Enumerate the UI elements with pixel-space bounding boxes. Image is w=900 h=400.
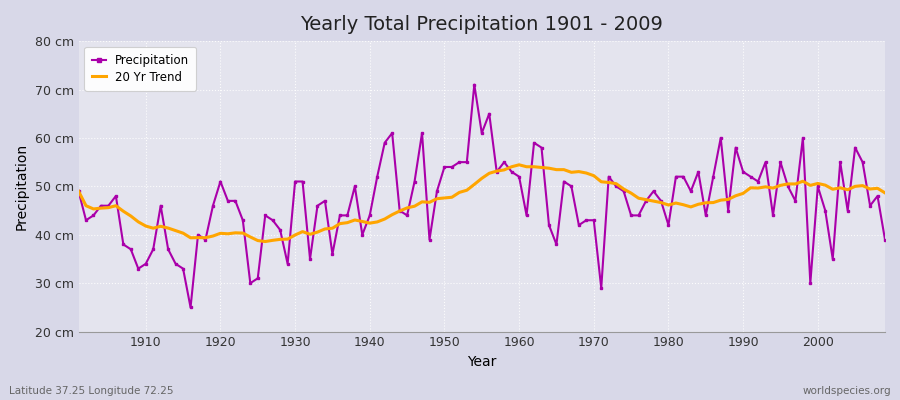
- 20 Yr Trend: [879, 190, 890, 195]
- 20 Yr Trend: [73, 189, 84, 194]
- 20 Yr Trend: [304, 232, 315, 237]
- Legend: Precipitation, 20 Yr Trend: Precipitation, 20 Yr Trend: [85, 47, 196, 91]
- Precipitation: [521, 213, 532, 218]
- 20 Yr Trend: [260, 239, 271, 244]
- Precipitation: [879, 237, 890, 242]
- 20 Yr Trend: [349, 218, 360, 222]
- Text: Latitude 37.25 Longitude 72.25: Latitude 37.25 Longitude 72.25: [9, 386, 174, 396]
- Precipitation: [528, 140, 539, 145]
- 20 Yr Trend: [618, 187, 629, 192]
- Line: 20 Yr Trend: 20 Yr Trend: [78, 165, 885, 242]
- Precipitation: [349, 184, 360, 189]
- Precipitation: [618, 189, 629, 194]
- Precipitation: [133, 266, 144, 271]
- 20 Yr Trend: [528, 164, 539, 169]
- 20 Yr Trend: [521, 164, 532, 169]
- Title: Yearly Total Precipitation 1901 - 2009: Yearly Total Precipitation 1901 - 2009: [301, 15, 663, 34]
- Precipitation: [73, 189, 84, 194]
- Line: Precipitation: Precipitation: [77, 83, 886, 309]
- X-axis label: Year: Year: [467, 355, 497, 369]
- 20 Yr Trend: [514, 162, 525, 167]
- 20 Yr Trend: [133, 220, 144, 224]
- Precipitation: [185, 305, 196, 310]
- Precipitation: [304, 256, 315, 261]
- Y-axis label: Precipitation: Precipitation: [15, 143, 29, 230]
- Text: worldspecies.org: worldspecies.org: [803, 386, 891, 396]
- Precipitation: [469, 82, 480, 87]
